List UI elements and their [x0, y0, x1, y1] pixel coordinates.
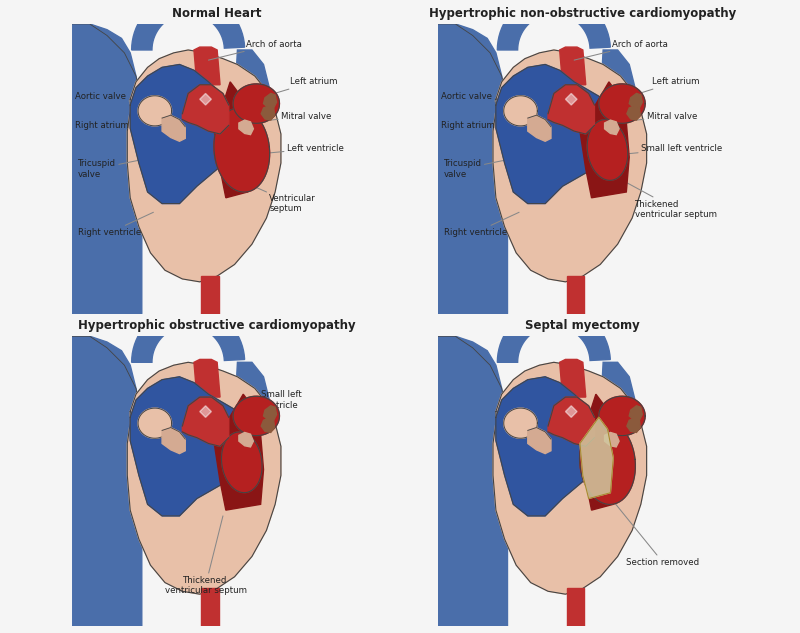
Polygon shape	[130, 377, 243, 516]
Polygon shape	[491, 565, 506, 626]
Text: Left atrium: Left atrium	[621, 77, 700, 99]
Polygon shape	[126, 253, 140, 314]
Polygon shape	[496, 65, 609, 204]
Polygon shape	[222, 432, 262, 492]
Polygon shape	[504, 96, 538, 126]
Polygon shape	[493, 50, 646, 282]
Text: Aortic valve: Aortic valve	[441, 92, 546, 110]
Polygon shape	[233, 396, 279, 436]
Polygon shape	[130, 65, 230, 204]
Title: Septal myectomy: Septal myectomy	[526, 319, 640, 332]
Polygon shape	[239, 120, 254, 135]
Polygon shape	[580, 82, 630, 197]
Polygon shape	[200, 406, 211, 417]
Polygon shape	[630, 94, 642, 108]
Polygon shape	[263, 94, 277, 108]
Polygon shape	[528, 115, 551, 141]
Title: Normal Heart: Normal Heart	[173, 7, 262, 20]
Polygon shape	[262, 106, 274, 120]
Polygon shape	[162, 427, 186, 454]
Text: Left atrium: Left atrium	[255, 77, 337, 99]
Polygon shape	[605, 432, 619, 447]
Polygon shape	[600, 50, 635, 134]
Polygon shape	[580, 420, 635, 505]
Polygon shape	[202, 276, 218, 314]
Polygon shape	[263, 406, 277, 420]
Polygon shape	[627, 418, 640, 432]
Polygon shape	[566, 94, 577, 105]
Polygon shape	[630, 406, 642, 420]
Text: Mitral valve: Mitral valve	[246, 112, 331, 122]
Polygon shape	[498, 306, 610, 362]
Polygon shape	[127, 362, 281, 594]
Polygon shape	[194, 360, 220, 397]
Polygon shape	[262, 418, 274, 432]
Polygon shape	[438, 24, 507, 314]
Text: Mitral valve: Mitral valve	[612, 112, 697, 122]
Polygon shape	[126, 565, 140, 626]
Polygon shape	[162, 115, 186, 141]
Text: Small left ventricle: Small left ventricle	[622, 144, 722, 154]
Polygon shape	[600, 362, 635, 446]
Polygon shape	[627, 106, 640, 120]
Text: Right ventricle: Right ventricle	[78, 212, 154, 237]
Text: Small left
ventricle: Small left ventricle	[246, 391, 302, 432]
Polygon shape	[132, 0, 245, 50]
Polygon shape	[498, 0, 610, 50]
Polygon shape	[580, 417, 614, 499]
Polygon shape	[548, 397, 594, 446]
Text: Right atrium: Right atrium	[75, 116, 155, 130]
Polygon shape	[548, 85, 594, 134]
Text: Tricuspid
valve: Tricuspid valve	[444, 154, 534, 179]
Text: Section removed: Section removed	[602, 487, 699, 567]
Polygon shape	[127, 50, 281, 282]
Text: Right ventricle: Right ventricle	[444, 212, 519, 237]
Text: Arch of aorta: Arch of aorta	[574, 40, 668, 60]
Title: Hypertrophic non-obstructive cardiomyopathy: Hypertrophic non-obstructive cardiomyopa…	[430, 7, 737, 20]
Polygon shape	[194, 47, 220, 85]
Polygon shape	[560, 47, 586, 85]
Polygon shape	[234, 362, 270, 446]
Text: Thickened
ventricular septum: Thickened ventricular septum	[612, 175, 717, 219]
Polygon shape	[138, 408, 172, 438]
Polygon shape	[567, 589, 584, 626]
Polygon shape	[566, 406, 577, 417]
Polygon shape	[580, 394, 616, 510]
Polygon shape	[493, 362, 646, 594]
Polygon shape	[132, 306, 245, 362]
Text: Aortic valve: Aortic valve	[75, 92, 181, 110]
Polygon shape	[504, 408, 538, 438]
Polygon shape	[599, 84, 645, 123]
Polygon shape	[214, 108, 270, 192]
Polygon shape	[560, 360, 586, 397]
Polygon shape	[233, 84, 279, 123]
Text: Left ventricle: Left ventricle	[255, 144, 343, 154]
Polygon shape	[72, 24, 142, 314]
Text: Arch of aorta: Arch of aorta	[209, 40, 302, 60]
Polygon shape	[528, 427, 551, 454]
Text: Right atrium: Right atrium	[441, 116, 521, 130]
Text: Ventricular
septum: Ventricular septum	[227, 175, 316, 213]
Polygon shape	[182, 85, 229, 134]
Polygon shape	[491, 253, 506, 314]
Title: Hypertrophic obstructive cardiomyopathy: Hypertrophic obstructive cardiomyopathy	[78, 319, 356, 332]
Polygon shape	[138, 96, 172, 126]
Polygon shape	[496, 377, 596, 516]
Polygon shape	[200, 94, 211, 105]
Polygon shape	[72, 336, 142, 626]
Polygon shape	[567, 276, 584, 314]
Polygon shape	[587, 120, 628, 180]
Polygon shape	[605, 120, 619, 135]
Text: Thickened
ventricular septum: Thickened ventricular septum	[165, 516, 246, 595]
Polygon shape	[202, 589, 218, 626]
Text: Tricuspid
valve: Tricuspid valve	[78, 154, 168, 179]
Polygon shape	[214, 82, 250, 197]
Polygon shape	[438, 336, 507, 626]
Polygon shape	[239, 432, 254, 447]
Polygon shape	[182, 397, 229, 446]
Polygon shape	[234, 50, 270, 134]
Polygon shape	[214, 394, 263, 510]
Polygon shape	[599, 396, 645, 436]
